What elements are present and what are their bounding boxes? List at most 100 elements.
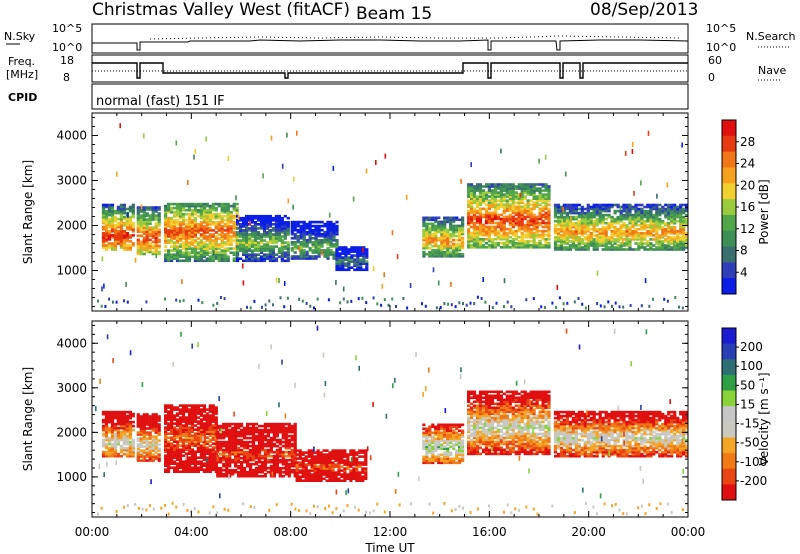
power-ground-cell xyxy=(424,304,427,308)
velocity-cell xyxy=(139,449,143,452)
power-cell xyxy=(271,253,275,256)
power-cell xyxy=(470,233,474,237)
power-cell xyxy=(478,227,483,231)
power-cell xyxy=(493,191,497,194)
power-cell xyxy=(532,223,536,227)
power-cell xyxy=(586,219,590,223)
power-cell xyxy=(164,257,168,260)
velocity-cell xyxy=(202,456,206,459)
power-cell xyxy=(202,231,206,234)
power-cell xyxy=(164,204,168,208)
power-cell xyxy=(667,236,671,239)
power-cell xyxy=(311,251,315,254)
power-cell xyxy=(332,257,336,260)
power-cell xyxy=(187,255,192,258)
velocity-cell xyxy=(208,406,212,409)
velocity-cell xyxy=(246,458,250,462)
power-cell xyxy=(170,216,174,220)
velocity-cell xyxy=(151,449,155,452)
velocity-cell xyxy=(216,444,220,448)
power-cell xyxy=(226,210,230,214)
power-cell xyxy=(434,220,438,224)
velocity-cell xyxy=(148,431,152,434)
power-cell xyxy=(131,225,135,229)
power-cell xyxy=(508,207,512,211)
power-cell xyxy=(467,195,471,198)
power-cell xyxy=(422,246,426,250)
power-cell xyxy=(661,248,665,251)
velocity-cell xyxy=(190,428,194,431)
velocity-cell xyxy=(190,412,194,415)
power-cell xyxy=(128,207,132,211)
velocity-cell xyxy=(199,404,203,407)
power-cell xyxy=(682,228,686,231)
velocity-cell xyxy=(104,410,109,414)
power-cell xyxy=(499,229,503,233)
power-cell xyxy=(553,203,558,207)
velocity-cell xyxy=(187,430,192,433)
power-cell xyxy=(586,246,590,249)
velocity-cell xyxy=(107,428,112,432)
power-cell xyxy=(589,223,593,227)
power-cell xyxy=(317,251,321,254)
power-cell xyxy=(431,250,435,254)
power-cell xyxy=(470,235,474,239)
velocity-cell xyxy=(228,452,232,456)
power-cell xyxy=(142,228,146,231)
power-noise-cell xyxy=(405,194,408,200)
power-cell xyxy=(290,220,294,224)
power-cell xyxy=(235,225,239,228)
velocity-cell xyxy=(251,442,256,446)
velocity-cell xyxy=(148,451,152,454)
power-cell xyxy=(184,249,189,252)
power-cell xyxy=(499,225,503,229)
power-cell xyxy=(526,215,530,219)
power-cell xyxy=(181,214,186,218)
velocity-cell xyxy=(216,470,220,474)
velocity-cell xyxy=(190,418,194,421)
power-cell xyxy=(664,244,668,247)
power-cell xyxy=(190,235,194,238)
power-noise-cell xyxy=(335,279,337,285)
power-cell xyxy=(532,221,536,225)
power-cell xyxy=(625,230,629,233)
velocity-cell xyxy=(122,414,126,418)
power-cell xyxy=(268,229,272,232)
power-cell xyxy=(640,234,644,237)
power-cell xyxy=(443,244,447,248)
power-cell xyxy=(157,222,161,225)
power-cell xyxy=(175,214,180,218)
power-cell xyxy=(520,191,524,194)
power-cell xyxy=(514,211,518,215)
power-cell xyxy=(125,238,129,241)
power-cell xyxy=(631,219,635,223)
power-cell xyxy=(670,242,674,245)
power-cell xyxy=(187,225,192,228)
velocity-cell xyxy=(240,430,244,434)
power-cell xyxy=(347,258,351,261)
power-cell xyxy=(658,246,662,249)
power-cell xyxy=(148,246,152,250)
power-cell xyxy=(280,251,284,254)
velocity-cell xyxy=(142,441,146,444)
velocity-cell xyxy=(173,434,177,437)
velocity-cell xyxy=(196,412,200,415)
power-cell xyxy=(511,239,515,243)
power-cell xyxy=(535,233,539,237)
power-cell xyxy=(359,262,363,265)
power-cell xyxy=(104,234,109,237)
power-cell xyxy=(475,185,480,188)
power-cell xyxy=(637,234,641,237)
velocity-cell xyxy=(173,462,177,465)
power-cell xyxy=(253,243,258,246)
power-cell xyxy=(122,244,126,247)
power-ground-cell xyxy=(361,296,364,300)
power-cell xyxy=(353,264,357,267)
power-cell xyxy=(487,225,491,229)
power-cell xyxy=(649,205,653,209)
power-cell xyxy=(184,247,189,250)
power-cell xyxy=(571,217,575,221)
velocity-cell xyxy=(122,422,126,426)
power-cell xyxy=(236,253,240,256)
power-cell xyxy=(202,259,206,263)
